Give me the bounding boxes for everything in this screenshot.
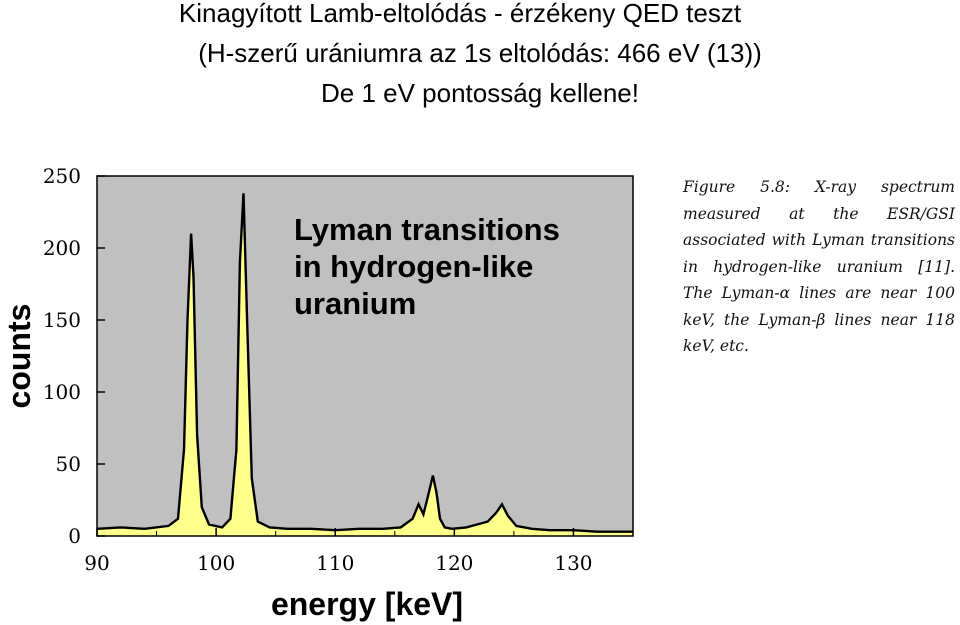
x-tick-label: 130 xyxy=(554,551,592,575)
y-tick-label: 50 xyxy=(56,452,81,476)
y-axis-ticks: 0 50 100 150 200 250 xyxy=(43,164,105,548)
y-tick-label: 200 xyxy=(43,236,81,260)
x-tick-label: 100 xyxy=(197,551,235,575)
slide-title-line3: De 1 eV pontosság kellene! xyxy=(321,78,639,108)
x-tick-label: 120 xyxy=(435,551,473,575)
x-tick-label: 90 xyxy=(84,551,109,575)
plot-annotation-line3: uranium xyxy=(294,286,416,321)
slide-title-line2: (H-szerű urániumra az 1s eltolódás: 466 … xyxy=(198,38,762,68)
x-axis-ticks: 90 100 110 120 130 xyxy=(84,528,634,575)
y-tick-label: 100 xyxy=(43,380,81,404)
y-tick-label: 150 xyxy=(43,308,81,332)
plot-annotation-line2: in hydrogen-like xyxy=(294,249,533,284)
figure-caption: Figure 5.8: X-ray spectrum measured at t… xyxy=(683,178,955,355)
y-tick-label: 250 xyxy=(43,164,81,188)
x-tick-label: 110 xyxy=(316,551,354,575)
slide-title-line1: Kinagyított Lamb-eltolódás - érzékeny QE… xyxy=(178,0,742,28)
x-axis-label: energy [keV] xyxy=(271,586,463,622)
y-tick-label: 0 xyxy=(68,524,81,548)
plot-frame xyxy=(96,175,634,537)
y-axis-label: counts xyxy=(1,304,37,409)
plot-annotation-line1: Lyman transitions xyxy=(294,212,560,247)
